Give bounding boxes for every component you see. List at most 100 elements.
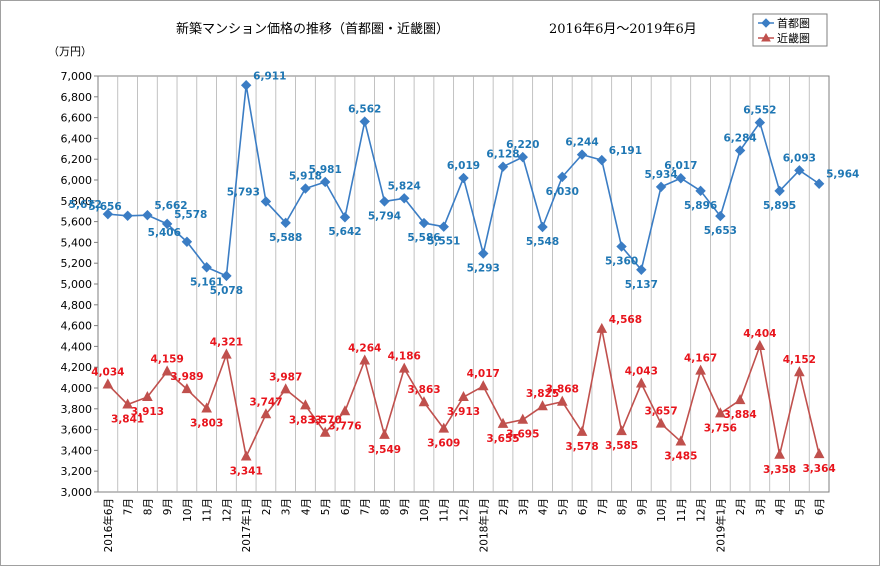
data-label-tokyo: 5,981 (309, 164, 342, 176)
data-point-kinki (181, 383, 193, 394)
y-tick-label: 3,000 (61, 486, 93, 499)
x-tick-label: 2月 (498, 498, 510, 515)
data-point-kinki (221, 348, 232, 359)
data-label-tokyo: 5,672 (69, 199, 102, 211)
data-label-tokyo: 5,656 (88, 201, 121, 213)
data-label-kinki: 3,747 (249, 396, 282, 408)
data-label-tokyo: 5,548 (526, 236, 559, 248)
data-point-tokyo (636, 264, 647, 275)
data-point-tokyo (142, 209, 153, 221)
data-point-kinki (458, 390, 469, 402)
data-label-tokyo: 6,220 (506, 139, 539, 151)
x-tick-label: 12月 (221, 498, 233, 522)
y-tick-label: 5,000 (61, 278, 93, 291)
data-point-kinki (576, 425, 588, 436)
data-point-tokyo (616, 241, 627, 252)
data-point-kinki (715, 407, 726, 418)
data-point-tokyo (517, 151, 528, 163)
x-tick-label: 2017年1月 (240, 498, 253, 552)
data-label-kinki: 4,167 (684, 353, 717, 365)
data-label-tokyo: 5,918 (289, 171, 322, 183)
data-label-tokyo: 5,078 (210, 285, 243, 297)
x-tick-label: 9月 (636, 498, 648, 515)
legend-label-kinki: 近畿圏 (777, 31, 810, 45)
data-label-tokyo: 6,093 (783, 152, 816, 164)
data-point-kinki (813, 448, 825, 459)
x-tick-label: 12月 (459, 498, 471, 522)
data-point-tokyo (695, 185, 706, 197)
data-point-kinki (537, 400, 548, 411)
axes: 3,000 3,200 3,400 3,600 3,800 4,000 4,200 4,400… (61, 70, 827, 552)
data-label-tokyo: 5,137 (625, 279, 658, 291)
x-tick-label: 6月 (814, 498, 826, 515)
x-tick-label: 2018年1月 (477, 498, 490, 552)
data-label-tokyo: 5,578 (174, 209, 207, 221)
plot-area (97, 75, 830, 493)
data-point-tokyo (379, 196, 390, 207)
x-tick-label: 11月 (676, 498, 688, 522)
x-tick-label: 9月 (162, 498, 174, 515)
data-label-tokyo: 5,406 (148, 227, 181, 239)
y-tick-label: 3,800 (61, 403, 93, 416)
x-tick-label: 10月 (419, 498, 431, 522)
data-point-kinki (398, 362, 410, 373)
data-label-tokyo: 6,244 (565, 137, 598, 149)
data-point-tokyo (537, 221, 548, 233)
data-point-kinki (477, 380, 489, 391)
data-point-kinki (122, 398, 133, 409)
data-point-kinki (794, 366, 805, 377)
data-label-tokyo: 5,662 (154, 200, 187, 212)
data-label-tokyo: 5,360 (605, 256, 638, 268)
y-tick-label: 4,800 (61, 299, 93, 312)
data-label-kinki: 3,987 (269, 371, 302, 383)
x-tick-label: 3月 (281, 498, 293, 515)
data-point-tokyo (122, 210, 133, 221)
data-label-tokyo: 5,642 (328, 226, 361, 238)
y-tick-label: 3,400 (61, 444, 93, 457)
data-label-tokyo: 5,793 (227, 187, 260, 199)
data-label-tokyo: 6,030 (546, 186, 579, 198)
chart-title: 新築マンション価格の推移（首都圏・近畿圏） (176, 21, 449, 37)
data-point-tokyo (181, 236, 193, 247)
x-tick-label: 5月 (794, 498, 806, 515)
data-point-kinki (102, 378, 114, 389)
x-tick-label: 10月 (182, 498, 194, 522)
data-label-kinki: 4,321 (210, 337, 243, 349)
data-label-tokyo: 6,562 (348, 104, 381, 116)
data-label-kinki: 3,776 (328, 420, 361, 432)
data-point-kinki (635, 377, 647, 388)
x-tick-label: 9月 (399, 498, 411, 515)
data-point-kinki (142, 390, 153, 402)
data-point-tokyo (240, 80, 252, 91)
y-tick-label: 5,200 (61, 257, 93, 270)
x-tick-label: 5月 (557, 498, 569, 515)
data-point-tokyo (161, 218, 173, 230)
data-point-kinki (616, 425, 627, 436)
data-point-tokyo (458, 172, 469, 184)
data-point-kinki (300, 399, 311, 410)
data-point-tokyo (596, 154, 608, 166)
data-label-kinki: 3,609 (427, 438, 460, 450)
x-tick-label: 8月 (379, 498, 391, 515)
data-label-kinki: 3,341 (230, 466, 263, 478)
data-point-tokyo (675, 173, 687, 184)
data-point-tokyo (201, 262, 212, 273)
data-point-kinki (379, 428, 390, 439)
data-point-tokyo (399, 193, 410, 204)
data-point-kinki (734, 393, 746, 405)
data-label-tokyo: 6,284 (723, 132, 756, 144)
data-label-kinki: 3,868 (546, 384, 579, 396)
data-label-tokyo: 6,552 (743, 105, 776, 117)
data-point-kinki (280, 383, 292, 394)
data-point-kinki (201, 402, 212, 413)
data-label-tokyo: 5,551 (427, 236, 460, 248)
y-tick-label: 4,200 (61, 361, 93, 374)
data-label-kinki: 3,803 (190, 417, 223, 429)
data-label-kinki: 3,549 (368, 444, 401, 456)
data-label-kinki: 4,017 (467, 368, 500, 380)
x-tick-label: 6月 (340, 498, 352, 515)
data-label-tokyo: 5,794 (368, 210, 401, 222)
x-tick-label: 2016年6月 (102, 498, 115, 552)
